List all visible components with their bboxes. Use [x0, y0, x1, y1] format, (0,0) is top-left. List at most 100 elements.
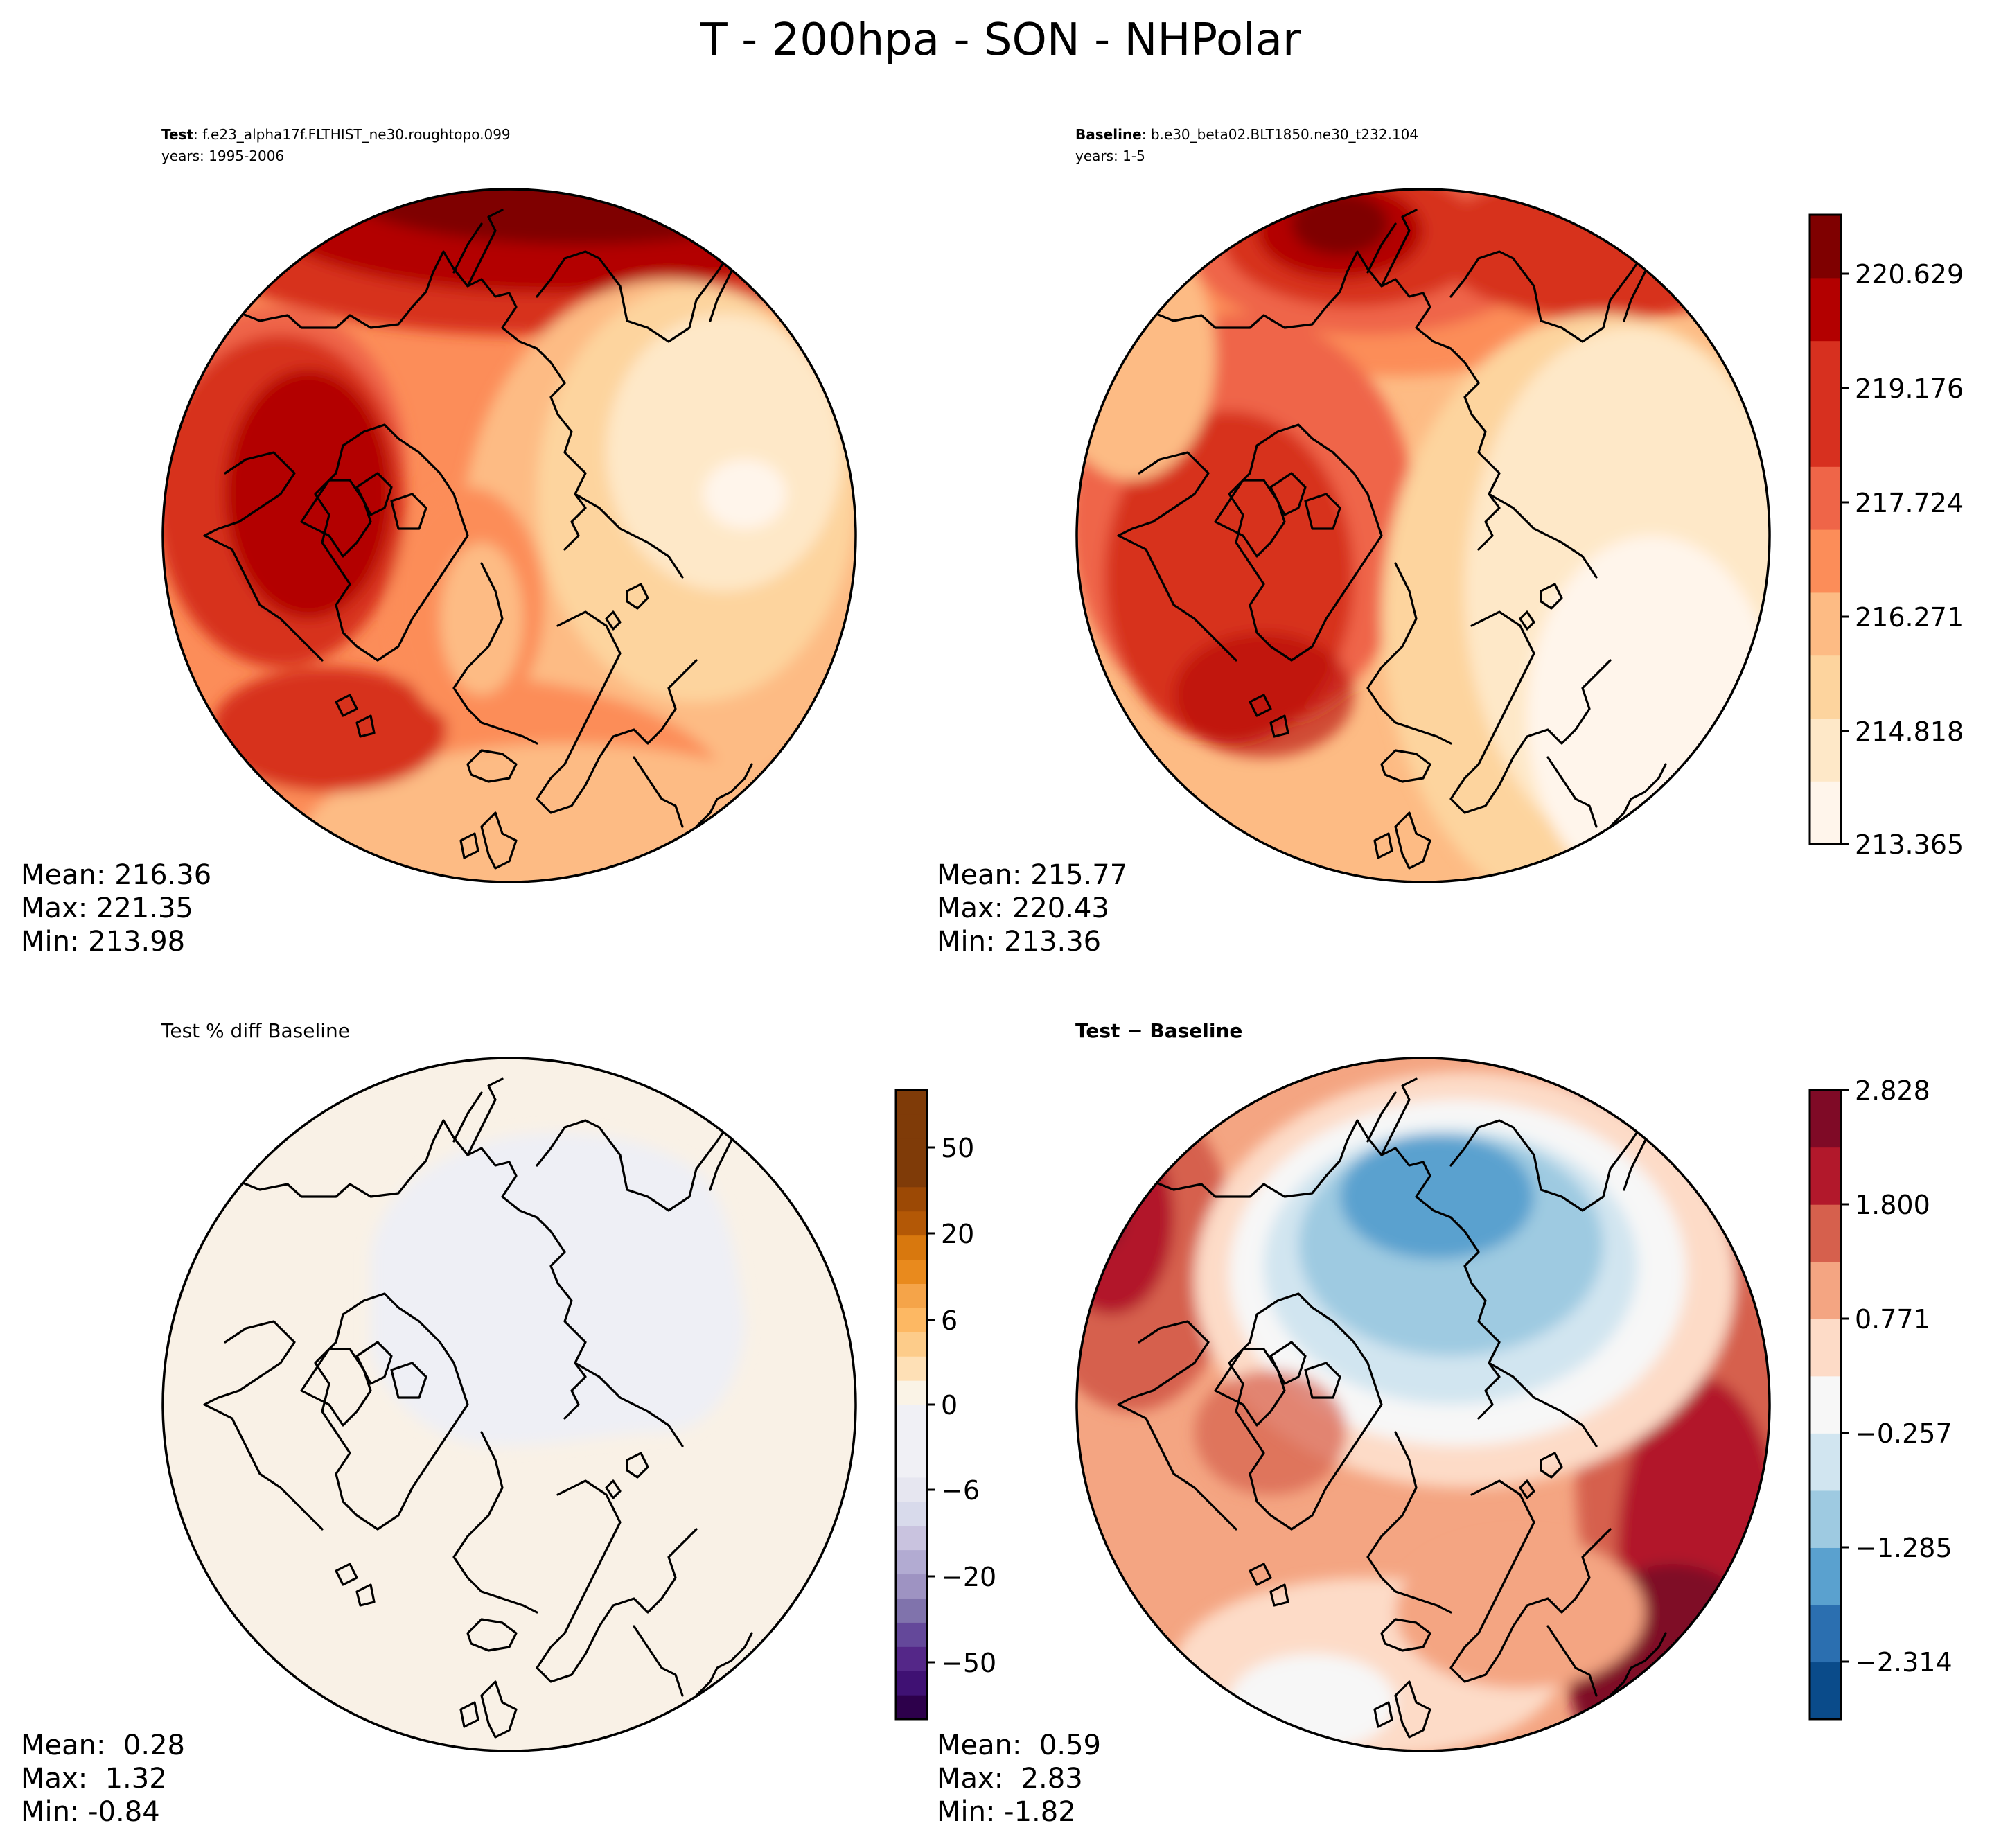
pctdiff-colorbar-segment [896, 1501, 927, 1526]
pctdiff-panel: Test % diff Baseline Mean: 0.28 Max: 1.3… [21, 1019, 996, 1828]
test-min-value: 213.98 [88, 926, 185, 958]
pctdiff-colorbar-segments [896, 1090, 927, 1720]
baseline-colorbar-tick-label: 220.629 [1855, 259, 1964, 290]
diff-colorbar-segment [1810, 1433, 1841, 1491]
svg-text:Mean: 215.77: Mean: 215.77 [937, 859, 1127, 891]
diff-min-value: -1.82 [1004, 1796, 1076, 1828]
test-max-label: Max: [21, 892, 96, 924]
diff-colorbar-segment [1810, 1547, 1841, 1605]
test-min-label: Min: [21, 926, 88, 958]
pctdiff-colorbar-segment [896, 1695, 927, 1720]
pctdiff-colorbar-tick-label: 20 [941, 1219, 974, 1249]
svg-text:Max: 220.43: Max: 220.43 [937, 892, 1109, 924]
diff-colorbar-segment [1810, 1147, 1841, 1205]
baseline-min-label: Min: [937, 926, 1004, 958]
svg-text:Mean: 0.59: Mean: 0.59 [937, 1730, 1101, 1761]
test-case-label: Test [161, 126, 193, 143]
diff-colorbar-tick-label: −2.314 [1855, 1647, 1952, 1678]
svg-text:Test: f.e23_alpha17f.FLTHIST_n: Test: f.e23_alpha17f.FLTHIST_ne30.rought… [161, 126, 511, 143]
diff-min-label: Min: [937, 1796, 1004, 1828]
baseline-colorbar-segment [1810, 215, 1841, 279]
baseline-colorbar-segment [1810, 529, 1841, 593]
baseline-colorbar-tick-label: 213.365 [1855, 829, 1964, 860]
baseline-colorbar-tick-label: 219.176 [1855, 373, 1964, 404]
baseline-colorbar-segment [1810, 655, 1841, 719]
diff-title: Test − Baseline [1075, 1019, 1242, 1042]
baseline-max-value: 220.43 [1012, 892, 1109, 924]
pctdiff-max-value: 1.32 [96, 1763, 167, 1795]
pctdiff-colorbar-tick-label: 6 [941, 1305, 958, 1336]
baseline-case-name: : b.e30_beta02.BLT1850.ne30_t232.104 [1142, 126, 1418, 143]
pctdiff-colorbar-segment [896, 1428, 927, 1454]
svg-text:Min: 213.36: Min: 213.36 [937, 926, 1101, 958]
pctdiff-colorbar-segment [896, 1671, 927, 1696]
pctdiff-colorbar-segment [896, 1549, 927, 1575]
pctdiff-colorbar-tick-label: −20 [941, 1562, 996, 1592]
baseline-colorbar-tick-label: 217.724 [1855, 488, 1964, 518]
diff-colorbar-ticks: 2.828 1.800 0.771 −0.257 −1.285 −2.314 [1841, 1075, 1952, 1678]
baseline-colorbar-segment [1810, 340, 1841, 404]
pctdiff-colorbar-segment [896, 1211, 927, 1236]
test-panel: Test: f.e23_alpha17f.FLTHIST_ne30.rought… [21, 126, 857, 958]
pctdiff-colorbar-tick-label: −6 [941, 1475, 980, 1506]
diff-colorbar-segment [1810, 1490, 1841, 1548]
diff-panel: Test − Baseline [937, 1019, 1952, 1828]
diff-colorbar-tick-label: 1.800 [1855, 1190, 1930, 1220]
pctdiff-min-label: Min: [21, 1796, 88, 1828]
baseline-contour-field [1077, 189, 1770, 882]
pctdiff-colorbar-segment [896, 1283, 927, 1308]
pctdiff-colorbar-segment [896, 1259, 927, 1284]
pctdiff-colorbar-segment [896, 1090, 927, 1115]
pctdiff-map-boundary [161, 1057, 857, 1752]
diff-colorbar-tick-label: 2.828 [1855, 1075, 1930, 1106]
baseline-mean-value: 215.77 [1030, 859, 1127, 891]
test-max-value: 221.35 [96, 892, 193, 924]
diff-colorbar-tick-label: 0.771 [1855, 1304, 1930, 1335]
baseline-case-label: Baseline [1075, 126, 1142, 143]
diff-colorbar-segment [1810, 1319, 1841, 1377]
baseline-map-boundary [1075, 188, 1771, 883]
baseline-colorbar-tick-label: 216.271 [1855, 602, 1964, 633]
pctdiff-max-label: Max: [21, 1763, 96, 1795]
diff-colorbar-segments [1810, 1090, 1841, 1720]
diff-colorbar-segment [1810, 1204, 1841, 1262]
pctdiff-colorbar-segment [896, 1308, 927, 1332]
svg-text:Max: 2.83: Max: 2.83 [937, 1763, 1083, 1795]
pctdiff-colorbar-segment [896, 1598, 927, 1623]
baseline-max-label: Max: [937, 892, 1012, 924]
pctdiff-colorbar-segment [896, 1452, 927, 1478]
baseline-colorbar-segment [1810, 718, 1841, 782]
pctdiff-colorbar-segment [896, 1477, 927, 1502]
diff-colorbar: 2.828 1.800 0.771 −0.257 −1.285 −2.314 [1808, 1075, 1952, 1721]
diff-colorbar-tick-label: −1.285 [1855, 1533, 1952, 1563]
svg-text:Min: -1.82: Min: -1.82 [937, 1796, 1076, 1828]
svg-text:Mean: 216.36: Mean: 216.36 [21, 859, 211, 891]
diff-max-value: 2.83 [1012, 1763, 1083, 1795]
pctdiff-colorbar-tick-label: −50 [941, 1648, 996, 1678]
test-contour-field [163, 189, 856, 882]
pctdiff-colorbar-segment [896, 1356, 927, 1381]
svg-text:Max: 221.35: Max: 221.35 [21, 892, 193, 924]
baseline-colorbar-segment [1810, 592, 1841, 656]
baseline-years: years: 1-5 [1075, 148, 1145, 164]
pctdiff-colorbar-segment [896, 1380, 927, 1405]
diff-colorbar-segment [1810, 1261, 1841, 1319]
pctdiff-colorbar-segment [896, 1405, 927, 1429]
test-mean-label: Mean: [21, 859, 114, 891]
diff-mean-value: 0.59 [1030, 1730, 1101, 1761]
pctdiff-mean-label: Mean: [21, 1730, 114, 1761]
baseline-colorbar-segment [1810, 466, 1841, 530]
pctdiff-min-value: -0.84 [88, 1796, 160, 1828]
test-mean-value: 216.36 [114, 859, 211, 891]
svg-text:Min: 213.98: Min: 213.98 [21, 926, 185, 958]
diff-max-label: Max: [937, 1763, 1012, 1795]
pctdiff-colorbar-tick-label: 0 [941, 1390, 958, 1420]
baseline-colorbar-segment [1810, 277, 1841, 342]
baseline-colorbar-frame [1808, 213, 1842, 845]
baseline-colorbar-segments [1810, 215, 1841, 845]
pctdiff-colorbar-segment [896, 1162, 927, 1188]
pctdiff-colorbar-segment [896, 1138, 927, 1163]
svg-text:Max: 1.32: Max: 1.32 [21, 1763, 167, 1795]
pctdiff-colorbar-frame [894, 1089, 928, 1721]
pctdiff-colorbar-segment [896, 1114, 927, 1139]
